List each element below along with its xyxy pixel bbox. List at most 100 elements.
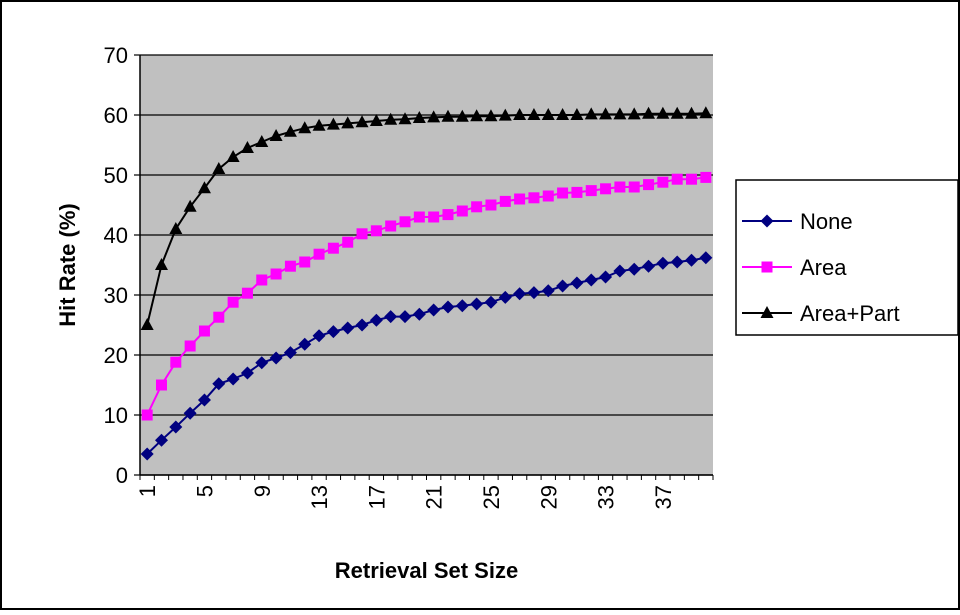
data-point-area <box>327 242 339 254</box>
data-point-none <box>369 313 383 327</box>
data-point-none <box>298 337 312 351</box>
data-point-area <box>628 181 640 193</box>
legend-label: Area+Part <box>800 301 900 326</box>
y-tick-label: 20 <box>104 343 128 368</box>
x-tick-label: 25 <box>479 485 504 509</box>
data-point-area <box>313 248 325 260</box>
data-point-area-part <box>398 112 412 125</box>
data-point-none <box>384 310 398 324</box>
data-point-area <box>141 409 153 421</box>
data-point-none <box>212 377 226 391</box>
y-tick-label: 30 <box>104 283 128 308</box>
data-point-none <box>140 447 154 461</box>
data-point-area <box>686 173 698 185</box>
data-point-area-part <box>470 109 484 122</box>
data-point-none <box>240 366 254 380</box>
data-point-none <box>412 307 426 321</box>
data-point-area-part <box>326 117 340 130</box>
series-line-area <box>146 176 706 416</box>
data-point-area-part <box>412 111 426 123</box>
data-point-area <box>241 287 253 299</box>
data-point-area <box>428 211 440 223</box>
data-point-area-part <box>212 162 226 174</box>
data-point-area <box>657 176 669 188</box>
data-point-area-part <box>685 106 699 119</box>
y-axis-title: Hit Rate (%) <box>55 203 80 326</box>
data-point-none <box>226 372 240 386</box>
data-point-area-part <box>355 115 369 128</box>
data-point-area-part <box>541 108 555 120</box>
x-tick-label: 29 <box>536 485 561 509</box>
data-point-area <box>256 274 268 286</box>
data-point-area <box>227 296 239 308</box>
data-point-area <box>471 201 483 213</box>
data-point-area-part <box>699 106 713 119</box>
data-point-area-part <box>670 106 684 119</box>
data-point-area-part <box>140 318 154 330</box>
data-point-area-part <box>584 107 598 120</box>
data-point-area <box>571 186 583 198</box>
data-point-none <box>670 255 684 269</box>
data-point-none <box>613 264 627 278</box>
data-point-area <box>213 311 225 323</box>
data-point-area <box>585 185 597 197</box>
data-point-area <box>514 193 526 205</box>
legend-marker <box>760 306 774 318</box>
data-point-area <box>456 205 468 217</box>
data-point-none <box>183 406 197 420</box>
y-tick-label: 10 <box>104 403 128 428</box>
data-point-area <box>342 236 354 248</box>
x-tick-label: 13 <box>307 485 332 509</box>
data-point-area-part <box>613 107 627 120</box>
x-axis-title: Retrieval Set Size <box>335 558 518 583</box>
series-line-none <box>146 256 707 455</box>
data-point-area <box>614 181 626 193</box>
data-point-area <box>284 260 296 272</box>
gridlines <box>140 54 713 476</box>
data-point-area <box>356 228 368 240</box>
data-point-area-part <box>513 108 527 120</box>
data-point-area-part <box>642 106 656 119</box>
data-point-area-part <box>627 107 641 120</box>
data-point-none <box>642 259 656 273</box>
data-point-area <box>557 187 569 199</box>
data-point-none <box>541 284 555 298</box>
legend: None Area Area+Part <box>735 179 959 336</box>
data-point-area-part <box>527 108 541 120</box>
data-point-none <box>470 297 484 311</box>
data-point-area <box>299 256 311 268</box>
data-point-none <box>570 276 584 290</box>
data-point-none <box>556 279 570 293</box>
data-point-none <box>312 329 326 343</box>
data-point-none <box>513 287 527 301</box>
data-point-area-part <box>484 109 498 122</box>
data-point-area-part <box>240 141 254 153</box>
data-point-area-part <box>570 108 584 120</box>
y-tick-label: 60 <box>104 103 128 128</box>
x-tick-label: 33 <box>594 485 619 509</box>
y-tick-label: 0 <box>116 463 128 488</box>
legend-marker <box>760 214 774 228</box>
data-point-none <box>484 295 498 309</box>
data-point-area-part <box>441 109 455 122</box>
data-point-area <box>184 340 196 352</box>
data-point-none <box>455 299 469 313</box>
legend-label: None <box>800 209 853 234</box>
data-point-area <box>442 209 454 221</box>
data-point-area <box>485 199 497 211</box>
data-point-none <box>441 300 455 314</box>
x-tick-label: 1 <box>135 485 160 497</box>
data-point-area <box>542 190 554 202</box>
data-point-none <box>656 256 670 270</box>
data-point-area-part <box>599 107 613 120</box>
legend-marker <box>761 261 773 273</box>
data-point-none <box>699 251 713 265</box>
data-point-area <box>499 195 511 207</box>
data-point-area-part <box>298 121 312 134</box>
data-point-area <box>198 325 210 337</box>
data-point-none <box>599 270 613 284</box>
data-point-area <box>643 179 655 191</box>
data-point-area <box>600 183 612 195</box>
